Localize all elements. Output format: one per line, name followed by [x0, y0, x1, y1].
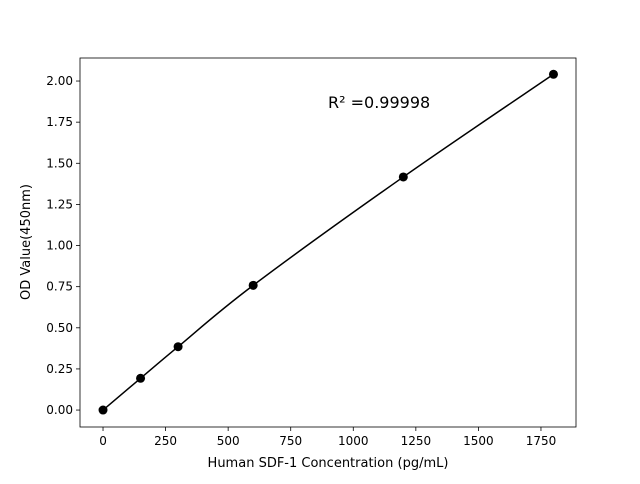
x-axis-label: Human SDF-1 Concentration (pg/mL): [208, 456, 449, 471]
x-tick-label: 500: [217, 434, 240, 448]
plot-frame: [79, 57, 577, 428]
x-tick-label: 250: [154, 434, 177, 448]
data-point: [173, 342, 183, 352]
y-tick-label: 1.75: [46, 115, 73, 129]
y-tick-label: 1.00: [46, 239, 73, 253]
x-tick-label: 1000: [338, 434, 369, 448]
y-tick-label: 0.75: [46, 280, 73, 294]
data-point: [248, 280, 258, 290]
x-tick-label: 1500: [463, 434, 494, 448]
x-tick-label: 750: [279, 434, 302, 448]
y-axis-label: OD Value(450nm): [19, 184, 34, 300]
y-tick-label: 0.25: [46, 362, 73, 376]
x-tick-label: 0: [99, 434, 107, 448]
r-squared-annotation: R² =0.99998: [328, 93, 430, 112]
y-tick-label: 1.25: [46, 197, 73, 211]
data-point: [136, 373, 146, 383]
y-tick-label: 0.50: [46, 321, 73, 335]
y-tick-label: 0.00: [46, 403, 73, 417]
data-point: [98, 405, 108, 415]
data-point: [548, 69, 558, 79]
y-tick-label: 1.50: [46, 156, 73, 170]
x-tick-label: 1750: [526, 434, 557, 448]
data-point: [398, 172, 408, 182]
fit-curve: [102, 73, 554, 411]
y-tick-label: 2.00: [46, 74, 73, 88]
x-tick-label: 1250: [401, 434, 432, 448]
